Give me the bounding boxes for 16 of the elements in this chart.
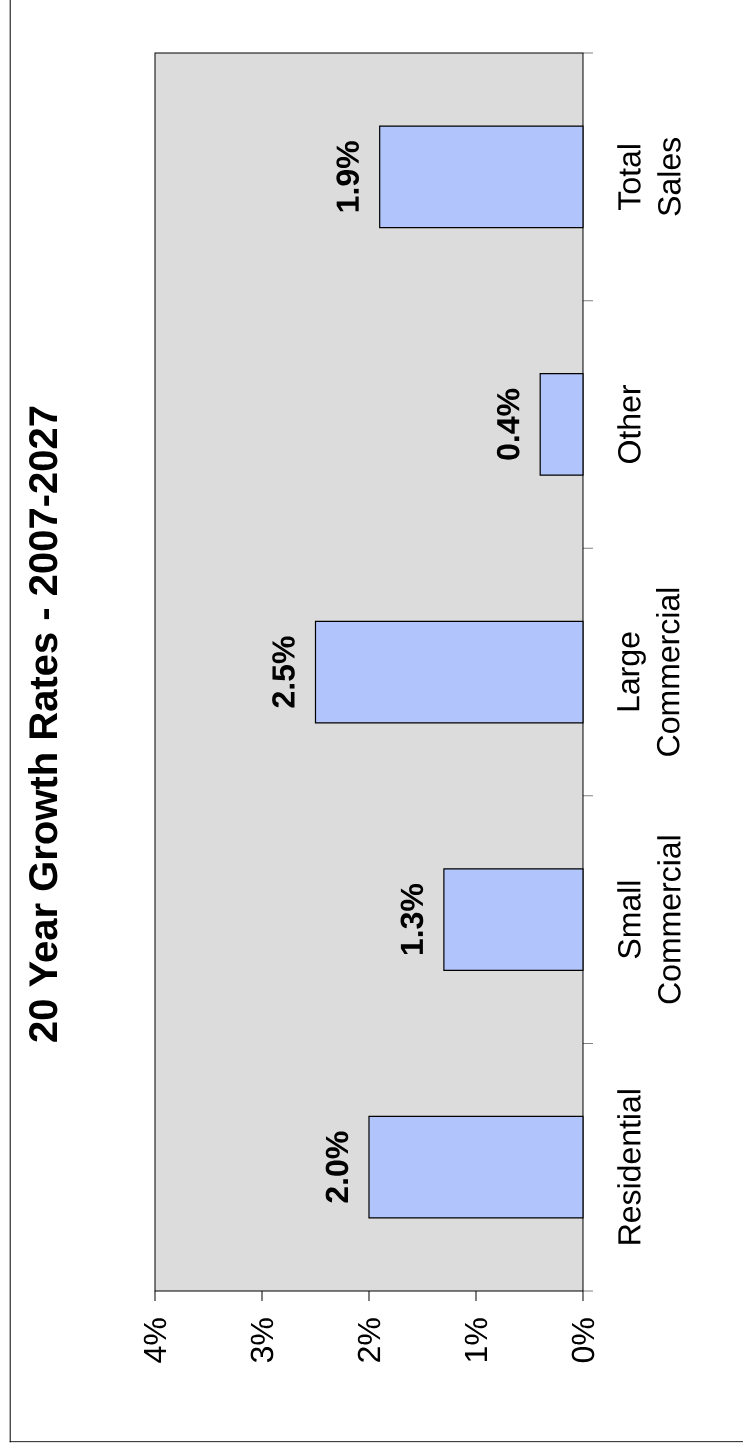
- x-tick-label: 0%: [571, 1318, 595, 1363]
- data-label: 2.5%: [272, 636, 295, 708]
- data-label: 1.3%: [400, 884, 424, 955]
- data-label: 2.0%: [325, 1131, 349, 1203]
- text: 20 Year Growth Rates - 2007-2027: [28, 406, 58, 1042]
- data-label: 1.9%: [336, 141, 359, 212]
- y-tick-label: Large Commercial: [617, 588, 680, 756]
- y-tick-label: Other: [617, 384, 641, 463]
- x-tick-label: 3%: [250, 1318, 274, 1363]
- y-tick-label: Small Commercial: [617, 836, 681, 1004]
- data-label: 0.4%: [496, 388, 520, 460]
- y-tick-label: Residential: [617, 1090, 641, 1244]
- x-tick-label: 4%: [143, 1318, 167, 1363]
- x-tick-label: 2%: [357, 1318, 381, 1362]
- y-tick-label: Total Sales: [617, 138, 681, 216]
- x-tick-label: 1%: [464, 1318, 488, 1362]
